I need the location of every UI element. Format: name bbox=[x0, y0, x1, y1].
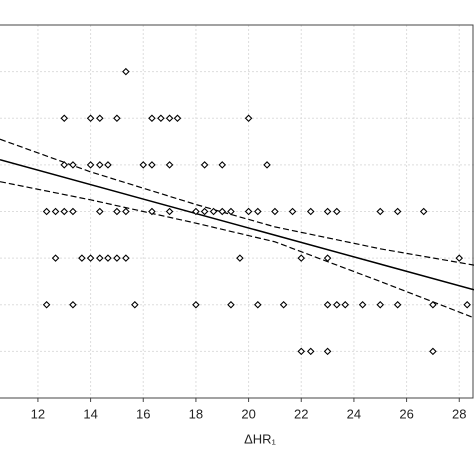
x-tick-label: 18 bbox=[189, 406, 203, 421]
point bbox=[69, 300, 77, 309]
point bbox=[209, 207, 218, 216]
point bbox=[227, 207, 235, 216]
point bbox=[244, 114, 253, 123]
point bbox=[236, 254, 244, 262]
point bbox=[419, 207, 428, 216]
point bbox=[218, 207, 227, 216]
point bbox=[244, 207, 253, 216]
x-tick-label: 28 bbox=[452, 406, 466, 421]
point bbox=[69, 207, 77, 216]
point bbox=[323, 254, 332, 262]
x-tick-label: 22 bbox=[294, 406, 308, 421]
point bbox=[227, 300, 235, 309]
x-tick-label: 12 bbox=[31, 406, 45, 421]
point bbox=[96, 254, 104, 262]
point bbox=[393, 300, 402, 309]
point bbox=[429, 300, 437, 309]
point bbox=[51, 207, 60, 216]
x-tick-label: 14 bbox=[83, 406, 97, 421]
point bbox=[323, 207, 332, 216]
point bbox=[323, 300, 332, 309]
point bbox=[306, 347, 315, 356]
point bbox=[376, 300, 385, 309]
point bbox=[78, 254, 86, 262]
point bbox=[218, 161, 227, 169]
point bbox=[131, 300, 139, 309]
confidence-band bbox=[0, 181, 474, 319]
x-axis-label: ΔHR₁ bbox=[244, 431, 276, 446]
point bbox=[288, 207, 297, 216]
point bbox=[86, 161, 95, 169]
point bbox=[341, 300, 350, 309]
point bbox=[297, 254, 306, 262]
point bbox=[96, 207, 104, 216]
point bbox=[60, 207, 69, 216]
point bbox=[60, 114, 69, 123]
point bbox=[333, 300, 341, 309]
point bbox=[271, 207, 279, 216]
x-tick-label: 26 bbox=[399, 406, 413, 421]
point bbox=[122, 207, 130, 216]
point bbox=[86, 254, 95, 262]
point bbox=[96, 114, 104, 123]
point bbox=[200, 161, 209, 169]
point bbox=[200, 207, 209, 216]
point bbox=[122, 67, 130, 76]
point bbox=[51, 254, 60, 262]
x-tick-label: 24 bbox=[347, 406, 361, 421]
point bbox=[122, 254, 130, 262]
point bbox=[113, 254, 121, 262]
point bbox=[192, 207, 200, 216]
x-tick-label: 16 bbox=[136, 406, 150, 421]
point bbox=[279, 300, 288, 309]
point bbox=[69, 161, 77, 169]
point bbox=[42, 207, 51, 216]
point bbox=[86, 114, 95, 123]
confidence-band bbox=[0, 138, 474, 266]
point bbox=[393, 207, 402, 216]
point bbox=[254, 300, 262, 309]
point bbox=[333, 207, 341, 216]
point bbox=[429, 347, 437, 356]
point bbox=[104, 254, 112, 262]
point bbox=[376, 207, 385, 216]
point bbox=[263, 161, 271, 169]
point bbox=[323, 347, 332, 356]
point bbox=[173, 114, 182, 123]
point bbox=[455, 254, 464, 262]
point bbox=[192, 300, 200, 309]
point bbox=[148, 207, 156, 216]
point bbox=[157, 114, 165, 123]
point bbox=[113, 207, 121, 216]
point bbox=[104, 161, 112, 169]
plot-frame bbox=[0, 24, 474, 399]
point bbox=[254, 207, 262, 216]
point bbox=[139, 161, 148, 169]
x-tick-label: 20 bbox=[241, 406, 255, 421]
point bbox=[60, 161, 69, 169]
point bbox=[113, 114, 121, 123]
point bbox=[358, 300, 367, 309]
point bbox=[165, 207, 174, 216]
point bbox=[148, 161, 156, 169]
point bbox=[42, 300, 51, 309]
point bbox=[165, 161, 174, 169]
point bbox=[165, 114, 174, 123]
point bbox=[297, 347, 306, 356]
regression-line bbox=[0, 159, 474, 291]
point bbox=[148, 114, 156, 123]
point bbox=[96, 161, 104, 169]
point bbox=[463, 300, 471, 309]
point bbox=[306, 207, 315, 216]
